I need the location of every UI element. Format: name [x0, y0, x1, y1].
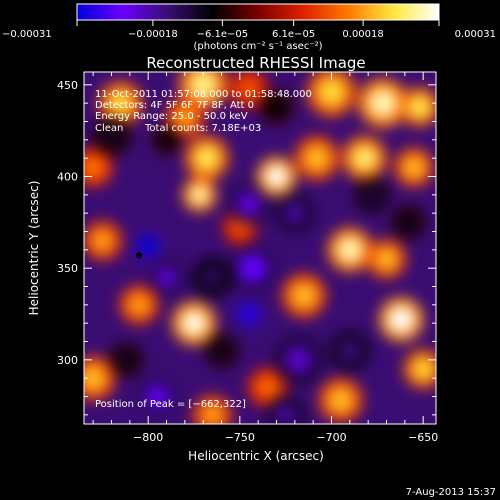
heatmap-blob [200, 265, 225, 290]
heatmap-blob [90, 228, 115, 253]
heatmap-blob [238, 253, 268, 283]
heatmap-blob [407, 95, 432, 119]
heatmap-blob [189, 184, 210, 206]
colorbar [76, 3, 440, 21]
heatmap-blob [255, 375, 280, 400]
info-algorithm: Clean [95, 123, 123, 134]
heatmap-blob [264, 164, 289, 189]
chart-title: Reconstructed RHESSI Image [146, 54, 365, 72]
heatmap-blob [237, 302, 261, 326]
x-tick-label: −650 [408, 431, 438, 444]
heatmap-blob [137, 235, 159, 257]
heatmap-blob [398, 212, 419, 233]
x-axis-label: Heliocentric X (arcsec) [188, 449, 324, 463]
heatmap-blob [402, 155, 426, 180]
x-tick-label: −800 [133, 431, 163, 444]
peak-position-label: Position of Peak = [−662,322] [95, 399, 246, 410]
heatmap-blob [107, 89, 134, 117]
heatmap-blob [115, 349, 137, 371]
colorbar-tick-label: −0.00031 [2, 29, 52, 40]
colorbar-tick-label: 0.00031 [455, 29, 496, 40]
heatmap-blob [374, 247, 399, 271]
heatmap-blob [156, 267, 177, 288]
heatmap-blob [84, 155, 105, 180]
heatmap-blob [351, 144, 378, 172]
heatmap-blob [157, 131, 176, 149]
y-axis-label: Heliocentric Y (arcsec) [27, 181, 41, 316]
heatmap-blob [336, 236, 364, 264]
heatmap-blob [211, 340, 232, 361]
y-tick-label: 450 [57, 79, 78, 92]
heatmap-blob [290, 282, 318, 309]
heatmap-area [84, 72, 436, 424]
colorbar-tick-label: −0.00018 [128, 29, 178, 40]
y-tick-label: 350 [57, 262, 78, 275]
info-energy: Energy Range: 25.0 - 50.0 keV [95, 111, 248, 122]
heatmap-blob [368, 88, 398, 118]
colorbar-tick-label: 0.00018 [342, 29, 383, 40]
heatmap-blob [273, 403, 298, 424]
x-tick-label: −750 [225, 431, 255, 444]
info-detectors: Detectors: 4F 5F 6F 7F 8F, Att 0 [95, 100, 254, 111]
info-time-range: 11-Oct-2011 01:57:08.000 to 01:58:48.000 [95, 89, 312, 100]
x-tick-label: −700 [316, 431, 346, 444]
footer-date: 7-Aug-2013 15:37 [406, 487, 496, 498]
heatmap-blob [266, 96, 287, 118]
colorbar-ticks: −0.00031 −0.00018 −6.1e−05 6.1e−05 0.00018 0.… [2, 20, 496, 40]
heatmap-blob [387, 306, 415, 333]
heatmap-blob [145, 384, 170, 409]
heatmap-blob [84, 364, 107, 392]
heatmap-blob [283, 201, 307, 225]
heatmap-blob [283, 345, 314, 375]
heatmap-blob [188, 72, 218, 100]
heatmap-blob [180, 309, 208, 337]
heatmap-blob [237, 76, 261, 101]
heatmap-blob [316, 77, 347, 107]
y-tick-label: 300 [57, 354, 78, 367]
plot-frame [83, 71, 437, 425]
heatmap-blob [200, 403, 225, 424]
heatmap-blobs [84, 72, 436, 424]
colorbar-tick-label: −6.1e−05 [197, 29, 249, 40]
heatmap-blob [327, 386, 354, 414]
heatmap-blob [237, 192, 261, 216]
axis-ticks: −800 −750 −700 −650 300 350 400 450 [57, 72, 438, 444]
y-tick-label: 400 [57, 171, 78, 184]
info-counts: Total counts: 7.18E+03 [144, 123, 261, 134]
heatmap-blob [303, 144, 331, 172]
heatmap-blob [127, 293, 151, 317]
heatmap-blob [411, 357, 435, 381]
heatmap-blob [338, 338, 362, 363]
peak-marker [136, 252, 142, 259]
heatmap-blob [193, 144, 221, 172]
colorbar-tick-label: 6.1e−05 [272, 29, 315, 40]
colorbar-unit-label: (photons cm⁻² s⁻¹ asec⁻²) [193, 41, 322, 52]
heatmap-blob [361, 184, 383, 206]
heatmap-blob [173, 106, 197, 130]
heatmap-blob [99, 124, 124, 148]
